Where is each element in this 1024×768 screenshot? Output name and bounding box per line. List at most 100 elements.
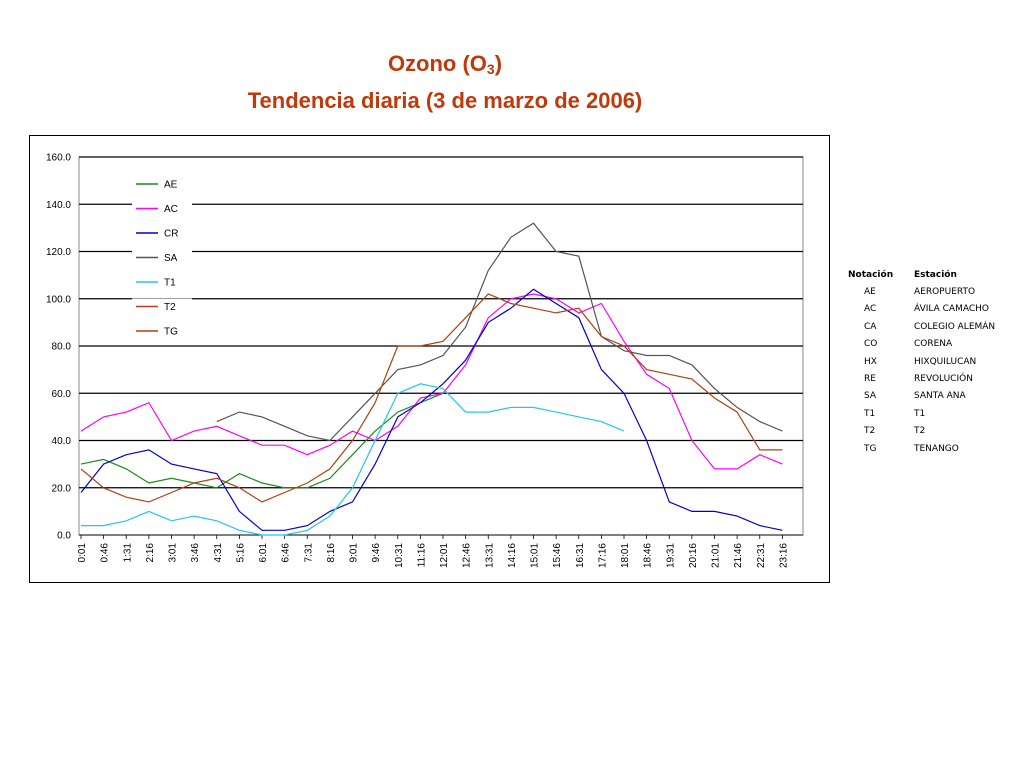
y-tick-label: 160.0 [46,153,71,164]
y-tick-label: 60.0 [52,389,72,400]
x-tick-label: 2:16 [145,543,156,563]
legend-label: TG [164,327,178,338]
legend-label: CR [164,229,178,240]
x-tick-label: 21:01 [711,543,722,568]
legend-label: AE [164,180,178,191]
title-subscript: 3 [486,61,495,77]
y-tick-label: 120.0 [46,247,71,258]
series-line-sa [216,222,783,442]
y-tick-label: 20.0 [52,483,72,494]
legend-label: SA [164,253,178,264]
x-tick-label: 12:46 [462,543,473,568]
x-tick-label: 6:01 [258,543,269,563]
station-name: COLEGIO ALEMÁN [914,321,996,332]
legend-bg [132,200,192,217]
station-code: CO [864,339,878,350]
y-tick-label: 140.0 [46,200,71,211]
x-tick-label: 0:46 [100,543,111,563]
legend-bg [132,249,192,266]
y-tick-label: 40.0 [52,436,72,447]
series-line-ac [80,293,783,470]
x-tick-label: 5:16 [235,543,246,563]
station-row: HX HIXQUILUCAN [848,353,1018,370]
y-tick-label: 0.0 [57,531,71,542]
x-tick-label: 3:46 [190,543,201,563]
series-line-t1 [81,383,625,536]
station-row: CO CORENA [848,336,1018,353]
station-name: REVOLUCIÓN [914,374,973,385]
series-line-cr [80,288,783,531]
station-row: TG TENANGO [848,440,1018,457]
legend-bg [132,274,192,290]
station-row: AC ÁVILA CAMACHO [848,301,1018,318]
x-tick-label: 18:01 [620,543,631,568]
station-code: T2 [864,426,876,437]
station-code: AE [864,287,876,298]
header-notation: Notación [848,269,894,280]
legend-label: AC [164,204,178,215]
station-name: SANTA ANA [914,391,966,402]
x-tick-label: 1:31 [122,543,133,563]
chart-title: Ozono (O3) Tendencia diaria (3 de marzo … [0,48,890,117]
station-code: CA [864,321,877,332]
x-tick-label: 20:16 [688,543,699,568]
station-table: Notación Estación AE AEROPUERTO AC ÁVILA CA… [848,266,1018,457]
legend-bg [132,298,192,315]
x-tick-label: 6:46 [281,543,292,563]
x-tick-label: 15:01 [530,543,541,568]
station-code: SA [864,391,877,402]
x-tick-label: 15:46 [552,543,563,568]
x-tick-label: 9:46 [371,543,382,563]
x-tick-label: 13:31 [484,543,495,568]
station-name: T1 [914,408,926,419]
y-tick-label: 100.0 [46,294,71,305]
station-row: AE AEROPUERTO [848,283,1018,300]
line-chart: 0.0 20.0 40.0 60.0 80.0 100.0 120.0 140.0 160.0 0… [46,153,804,568]
station-name: HIXQUILUCAN [914,356,977,367]
x-tick-label: 0:01 [77,543,88,563]
x-tick-label: 21:46 [733,543,744,568]
legend-bg [132,225,192,241]
x-tick-label: 9:01 [349,543,360,563]
station-name: CORENA [914,339,953,350]
header-station: Estación [914,269,957,280]
x-tick-label: 12:01 [439,543,450,568]
x-tick-label: 7:31 [303,543,314,563]
y-tick-label: 80.0 [52,342,72,353]
station-name: TENANGO [914,443,959,454]
legend-bg [132,176,192,192]
station-row: RE REVOLUCIÓN [848,370,1018,387]
x-tick-label: 3:01 [168,543,179,563]
station-code: T1 [864,408,876,419]
station-table-header: Notación Estación [848,266,1018,283]
station-code: AC [864,304,877,315]
series-line-tg [80,293,783,503]
chart-title-line2: Tendencia diaria (3 de marzo de 2006) [247,88,643,113]
x-tick-label: 11:16 [416,543,427,568]
x-tick-label: 16:31 [575,543,586,568]
station-name: ÁVILA CAMACHO [914,304,989,315]
x-tick-label: 4:31 [213,543,224,563]
x-tick-label: 10:31 [394,543,405,568]
station-row: SA SANTA ANA [848,388,1018,405]
title-suffix: ) [494,51,503,76]
chart-title-line1: Ozono (O3) [0,48,890,85]
title-prefix: Ozono (O [387,51,487,76]
legend-label: T1 [164,278,176,289]
x-tick-label: 22:31 [756,543,767,568]
x-tick-label: 8:16 [326,543,337,563]
station-code: TG [864,443,877,454]
x-tick-label: 17:16 [597,543,608,568]
x-tick-label: 14:16 [507,543,518,568]
x-tick-label: 23:16 [778,543,789,568]
station-row: T1 T1 [848,405,1018,422]
x-tick-label: 18:46 [643,543,654,568]
legend-bg [132,323,192,339]
station-row: T2 T2 [848,423,1018,440]
station-row: CA COLEGIO ALEMÁN [848,318,1018,335]
station-code: HX [864,356,877,367]
legend-label: T2 [164,302,176,313]
station-code: RE [864,374,876,385]
station-name: AEROPUERTO [914,287,976,298]
x-tick-label: 19:31 [665,543,676,568]
